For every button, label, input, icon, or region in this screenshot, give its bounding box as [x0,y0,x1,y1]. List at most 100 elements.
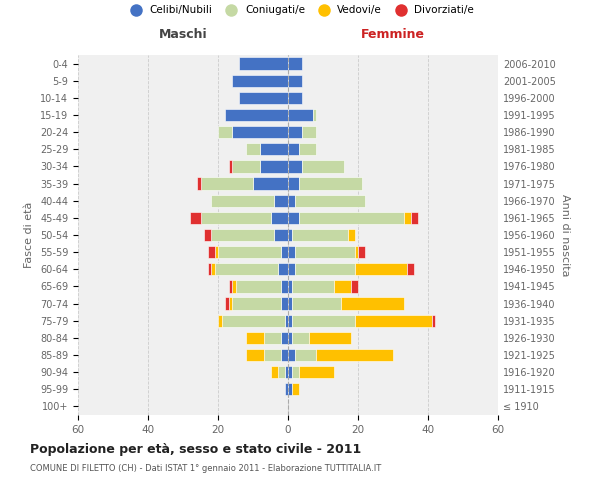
Bar [299,366,334,378]
Bar [288,212,299,224]
Bar [292,332,309,344]
Bar [288,280,292,292]
Text: Maschi: Maschi [158,28,208,42]
Bar [204,229,211,241]
Bar [218,314,221,327]
Bar [229,280,232,292]
Bar [271,366,277,378]
Bar [288,126,302,138]
Bar [246,332,263,344]
Bar [334,280,351,292]
Bar [288,92,302,104]
Bar [351,280,358,292]
Bar [288,263,295,276]
Bar [431,314,435,327]
Bar [288,109,313,121]
Bar [292,383,299,396]
Bar [208,263,211,276]
Bar [292,366,299,378]
Bar [232,280,235,292]
Bar [190,212,200,224]
Bar [288,160,302,172]
Bar [246,143,260,156]
Y-axis label: Fasce di età: Fasce di età [25,202,34,268]
Bar [263,349,281,361]
Bar [288,383,292,396]
Bar [288,246,295,258]
Bar [284,366,288,378]
Bar [299,143,316,156]
Bar [309,332,351,344]
Bar [292,314,355,327]
Bar [271,212,288,224]
Bar [200,178,253,190]
Bar [232,298,281,310]
Bar [358,246,365,258]
Bar [211,229,274,241]
Bar [281,246,288,258]
Bar [211,263,215,276]
Bar [277,366,284,378]
Bar [274,194,288,207]
Bar [316,349,393,361]
Bar [277,263,288,276]
Bar [295,194,365,207]
Bar [288,194,295,207]
Bar [281,332,288,344]
Bar [215,246,218,258]
Bar [292,298,341,310]
Bar [235,280,281,292]
Bar [302,126,316,138]
Bar [218,246,281,258]
Bar [246,349,263,361]
Text: COMUNE DI FILETTO (CH) - Dati ISTAT 1° gennaio 2011 - Elaborazione TUTTITALIA.IT: COMUNE DI FILETTO (CH) - Dati ISTAT 1° g… [30,464,381,473]
Bar [288,178,299,190]
Bar [211,194,274,207]
Bar [341,298,404,310]
Bar [200,212,271,224]
Text: Popolazione per età, sesso e stato civile - 2011: Popolazione per età, sesso e stato civil… [30,442,361,456]
Bar [355,314,431,327]
Bar [229,160,232,172]
Bar [299,212,404,224]
Bar [292,280,334,292]
Bar [239,58,288,70]
Bar [295,349,316,361]
Bar [232,74,288,87]
Bar [288,314,292,327]
Bar [218,126,232,138]
Bar [197,178,200,190]
Bar [295,246,355,258]
Y-axis label: Anni di nascita: Anni di nascita [560,194,569,276]
Bar [288,74,302,87]
Bar [225,298,229,310]
Bar [232,126,288,138]
Bar [288,366,292,378]
Bar [288,349,295,361]
Bar [355,246,358,258]
Bar [284,314,288,327]
Bar [295,263,355,276]
Bar [239,92,288,104]
Bar [288,332,292,344]
Bar [281,280,288,292]
Bar [232,160,260,172]
Bar [302,160,344,172]
Bar [260,143,288,156]
Bar [404,212,410,224]
Bar [288,58,302,70]
Bar [263,332,281,344]
Bar [208,246,215,258]
Bar [347,229,355,241]
Bar [292,229,347,241]
Text: Femmine: Femmine [361,28,425,42]
Bar [407,263,414,276]
Bar [410,212,418,224]
Bar [299,178,361,190]
Bar [355,263,407,276]
Bar [313,109,316,121]
Legend: Celibi/Nubili, Coniugati/e, Vedovi/e, Divorziati/e: Celibi/Nubili, Coniugati/e, Vedovi/e, Di… [126,5,474,15]
Bar [225,109,288,121]
Bar [281,298,288,310]
Bar [221,314,284,327]
